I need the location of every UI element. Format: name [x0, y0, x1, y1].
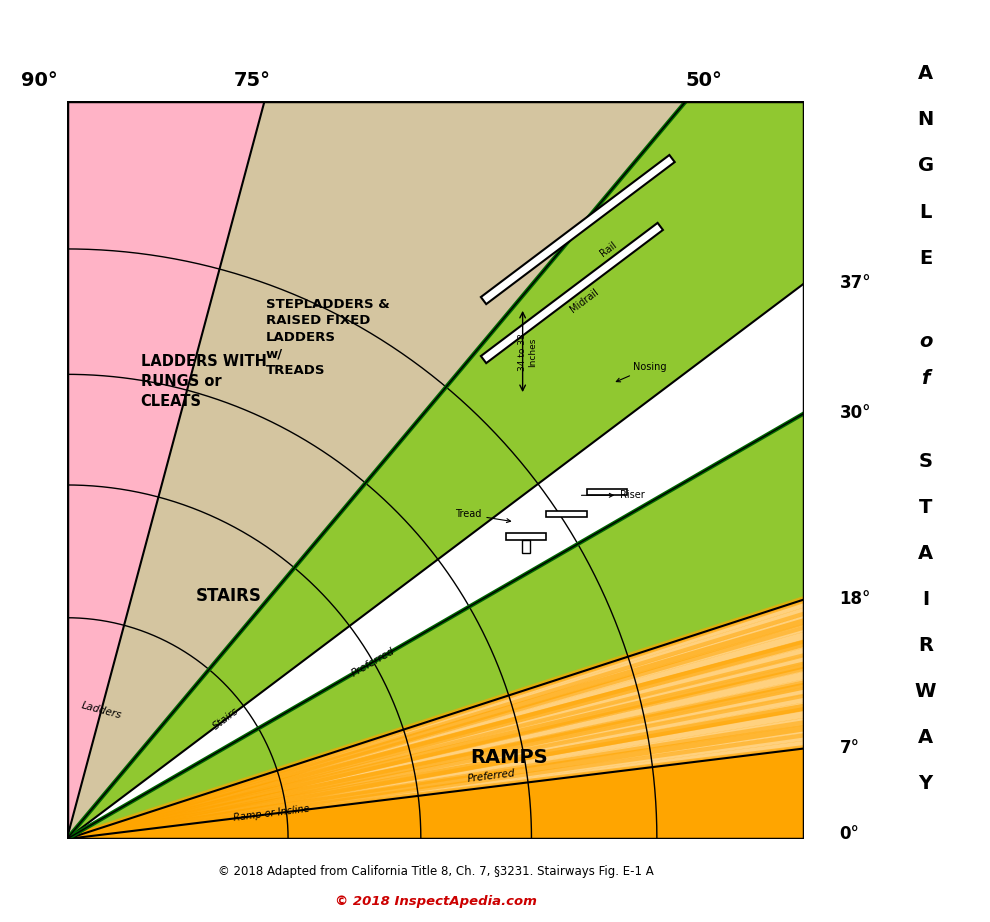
Text: Y: Y — [919, 774, 933, 793]
Polygon shape — [66, 283, 805, 839]
Text: 37°: 37° — [840, 274, 871, 292]
Polygon shape — [66, 101, 264, 839]
Text: Preferred: Preferred — [350, 645, 397, 679]
Text: 30°: 30° — [840, 404, 871, 422]
Text: E: E — [919, 249, 933, 267]
Text: Midrail: Midrail — [568, 287, 601, 314]
Polygon shape — [66, 599, 805, 839]
Text: LADDERS WITH
RUNGS or
CLEATS: LADDERS WITH RUNGS or CLEATS — [141, 354, 266, 409]
Polygon shape — [506, 533, 546, 539]
Polygon shape — [66, 623, 805, 839]
Polygon shape — [66, 740, 805, 839]
Text: Riser: Riser — [581, 491, 644, 501]
Text: Ladders: Ladders — [80, 701, 123, 721]
Polygon shape — [66, 413, 805, 839]
Text: A: A — [918, 65, 934, 83]
Text: Tread: Tread — [455, 510, 511, 523]
Polygon shape — [587, 489, 628, 495]
Text: Nosing: Nosing — [617, 362, 667, 382]
Text: 0°: 0° — [840, 825, 859, 844]
Text: T: T — [919, 498, 933, 516]
Text: G: G — [918, 157, 934, 175]
Polygon shape — [522, 539, 530, 553]
Polygon shape — [66, 703, 805, 839]
Polygon shape — [66, 608, 805, 839]
Text: 50°: 50° — [686, 71, 723, 90]
Text: N: N — [918, 111, 934, 129]
Polygon shape — [66, 599, 805, 839]
Polygon shape — [66, 656, 805, 839]
Text: Preferred: Preferred — [467, 768, 516, 784]
Polygon shape — [66, 733, 805, 839]
Polygon shape — [66, 694, 805, 839]
Text: L: L — [920, 203, 932, 221]
Polygon shape — [66, 749, 805, 839]
Polygon shape — [66, 101, 805, 839]
Polygon shape — [66, 710, 805, 839]
Text: W: W — [915, 682, 937, 701]
Text: © 2018 Adapted from California Title 8, Ch. 7, §3231. Stairways Fig. E-1 A: © 2018 Adapted from California Title 8, … — [218, 865, 653, 878]
Text: R: R — [918, 636, 934, 655]
Text: S: S — [919, 452, 933, 470]
Polygon shape — [66, 671, 805, 839]
Polygon shape — [481, 223, 663, 363]
Text: 75°: 75° — [234, 71, 270, 90]
Text: A: A — [918, 728, 934, 747]
Text: 90°: 90° — [21, 71, 58, 90]
Polygon shape — [66, 599, 805, 839]
Polygon shape — [481, 155, 675, 304]
Polygon shape — [66, 640, 805, 839]
Text: STEPLADDERS &
RAISED FIXED
LADDERS
w/
TREADS: STEPLADDERS & RAISED FIXED LADDERS w/ TR… — [266, 298, 390, 377]
Polygon shape — [66, 726, 805, 839]
Polygon shape — [66, 615, 805, 839]
Text: f: f — [922, 369, 930, 387]
Text: o: o — [919, 332, 933, 350]
Text: STAIRS: STAIRS — [196, 586, 262, 605]
Text: Rail: Rail — [598, 240, 619, 258]
Polygon shape — [546, 511, 587, 517]
Text: Stairs: Stairs — [211, 706, 241, 732]
Text: © 2018 InspectApedia.com: © 2018 InspectApedia.com — [335, 895, 537, 908]
Text: 34 to 38
Inches: 34 to 38 Inches — [518, 334, 538, 371]
Text: 18°: 18° — [840, 590, 871, 609]
Text: RAMPS: RAMPS — [470, 749, 548, 767]
Text: I: I — [922, 590, 930, 609]
Polygon shape — [66, 687, 805, 839]
Polygon shape — [66, 717, 805, 839]
Text: 7°: 7° — [840, 739, 859, 758]
Text: A: A — [918, 544, 934, 562]
Polygon shape — [66, 101, 686, 839]
Polygon shape — [66, 647, 805, 839]
Polygon shape — [66, 663, 805, 839]
Polygon shape — [66, 679, 805, 839]
Polygon shape — [66, 632, 805, 839]
Text: Ramp or Incline: Ramp or Incline — [233, 804, 311, 823]
